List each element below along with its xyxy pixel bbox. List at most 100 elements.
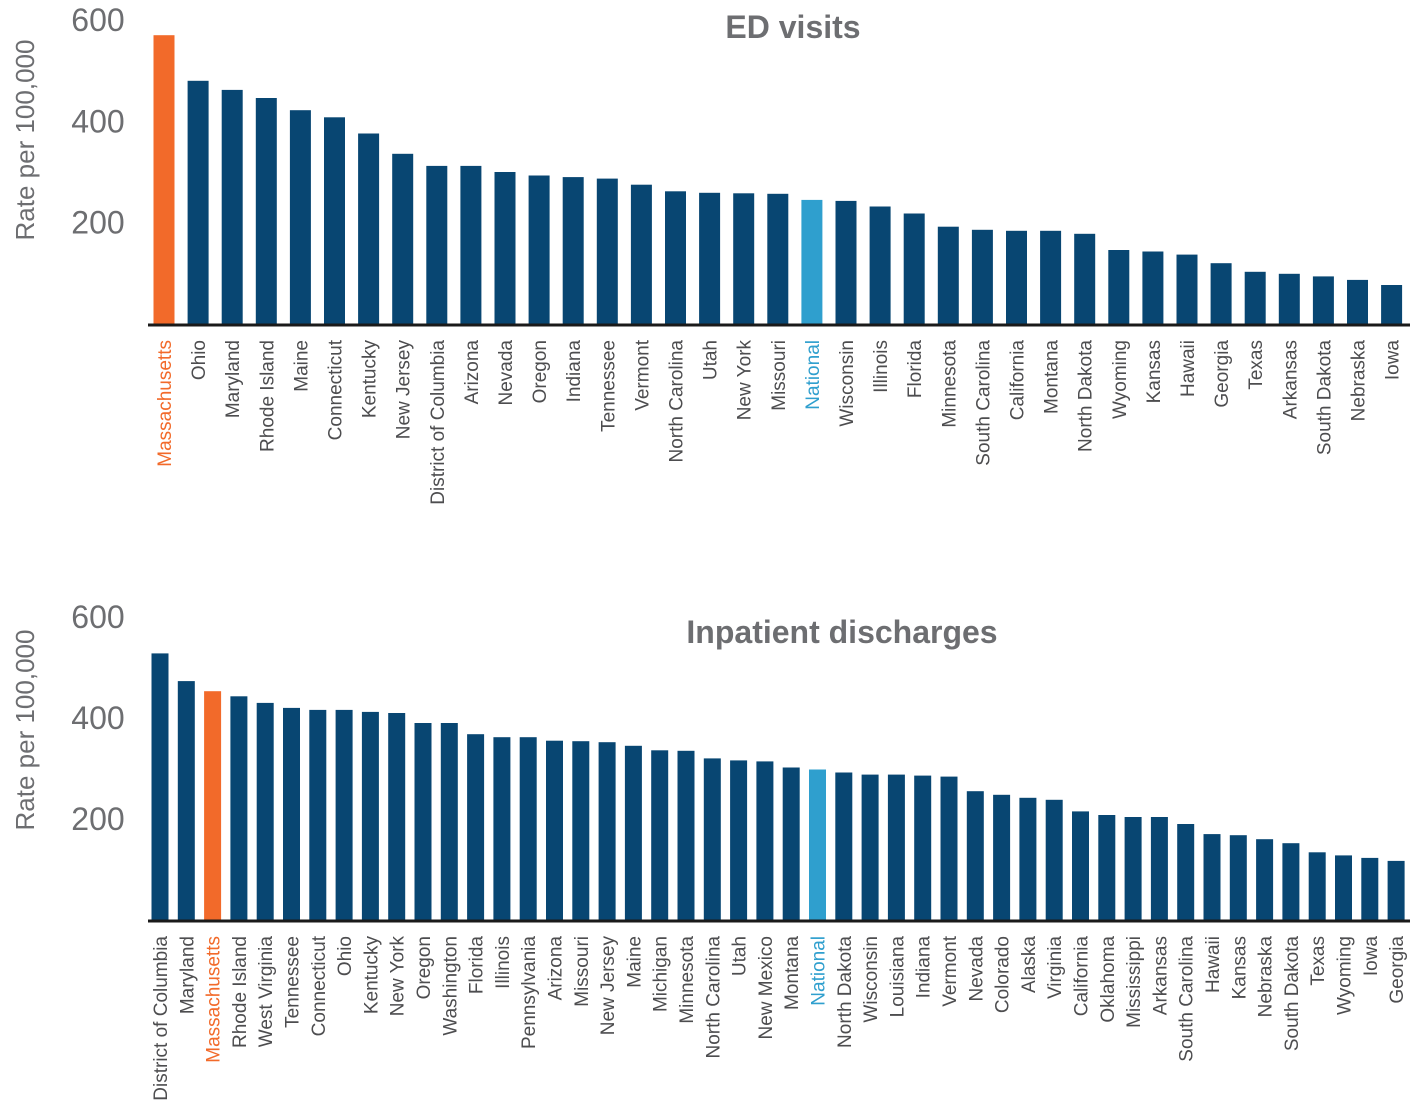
x-tick-label: Rhode Island [230,936,251,1048]
bar-kentucky [358,133,380,324]
x-tick-label: Wisconsin [861,936,882,1023]
x-tick-label: Maine [291,340,312,392]
bar-oregon [528,175,550,324]
x-tick-label: Hawaii [1178,340,1199,397]
x-tick-label: Louisiana [887,936,908,1018]
bar-kansas [1229,835,1247,920]
bar-ohio [187,80,209,324]
x-tick-label: Mississippi [1124,936,1145,1028]
x-tick-label: District of Columbia [151,936,172,1101]
x-tick-label: District of Columbia [428,340,449,505]
x-tick-label: New Mexico [756,936,777,1039]
bar-north-dakota [1074,233,1096,324]
x-tick-label: Hawaii [1203,936,1224,993]
x-tick-label: Connecticut [309,935,330,1036]
x-tick-label: Utah [730,936,751,976]
bar-west-virginia [256,702,274,921]
x-tick-label: South Dakota [1282,936,1303,1052]
x-tick-label: Colorado [993,936,1014,1013]
x-tick-label: Nevada [496,340,517,406]
bar-minnesota [937,226,959,324]
bar-washington [440,723,458,920]
bar-national [801,199,823,324]
x-tick-label: Wisconsin [837,340,858,427]
x-tick-label: National [809,936,830,1006]
bar-utah [730,760,748,920]
bar-montana [782,767,800,920]
bar-national [809,769,826,920]
x-tick-label: Massachusetts [204,936,225,1063]
x-tick-label: Florida [905,340,926,399]
x-tick-label: New York [388,936,409,1017]
x-tick-label: Georgia [1212,340,1233,408]
bar-rhode-island [230,696,248,920]
bar-illinois [869,206,891,324]
x-tick-label: Florida [467,936,488,995]
bar-south-dakota [1282,843,1300,920]
bar-south-carolina [1177,824,1195,920]
chart-1: ED visits Rate per 100,000 200 400 600 Massac… [10,2,1410,505]
bar-wisconsin [861,774,879,920]
x-tick-label: Michigan [651,936,672,1012]
bar-oregon [414,723,432,920]
x-tick-label: South Carolina [973,340,994,466]
bar-ohio [335,709,353,920]
x-tick-label: Arizona [462,340,483,405]
x-tick-label: California [1072,936,1093,1017]
y-tick-label: 200 [71,205,124,241]
bar-virginia [1045,799,1063,920]
x-tick-label: Kansas [1144,340,1165,403]
x-tick-label: Montana [782,936,803,1010]
bar-pennsylvania [519,737,537,920]
bar-alaska [1019,797,1037,920]
bar-massachusetts [204,691,222,920]
bar-kentucky [361,711,379,920]
y-axis-label: Rate per 100,000 [10,630,40,831]
x-tick-label: Iowa [1361,936,1382,977]
bar-south-carolina [971,229,993,324]
bar-vermont [630,184,652,324]
bar-georgia [1387,860,1405,920]
bar-tennessee [283,707,300,920]
bar-nevada [966,791,984,920]
bar-utah [699,192,721,324]
bar-texas [1244,271,1266,324]
bar-michigan [651,750,669,920]
y-tick-label: 200 [71,801,124,837]
bar-mississippi [1124,817,1142,920]
bar-illinois [493,737,511,920]
x-tick-label: Maine [624,936,645,988]
bar-vermont [940,776,958,920]
x-tick-label: Indiana [914,936,935,999]
bar-maine [289,110,311,324]
bar-new-jersey [598,742,616,920]
bar-new-mexico [756,761,774,920]
bar-georgia [1210,263,1232,324]
x-tick-label: Vermont [632,339,653,410]
x-tick-label: Minnesota [677,936,698,1024]
bar-tennessee [596,178,618,324]
bar-new-york [733,193,755,324]
x-tick-label: Connecticut [326,339,347,440]
x-tick-label: Minnesota [939,340,960,428]
y-tick-label: 400 [71,700,124,736]
x-tick-label: Oregon [530,340,551,403]
x-tick-label: South Carolina [1177,936,1198,1062]
x-tick-label: Wyoming [1110,340,1131,419]
x-tick-label: Utah [701,340,722,380]
x-tick-label: Illinois [871,340,892,393]
bar-massachusetts [153,35,175,324]
bar-nevada [494,172,516,324]
x-tick-label: Missouri [769,340,790,411]
x-tick-label: Vermont [940,935,961,1006]
x-tick-label: Nebraska [1349,340,1370,422]
y-axis-label: Rate per 100,000 [10,40,40,241]
x-tick-label: New Jersey [598,936,619,1036]
x-tick-label: Tennessee [598,340,619,432]
bar-florida [467,734,485,920]
bar-indiana [914,775,932,920]
x-tick-label: Kentucky [361,936,382,1015]
bar-wisconsin [835,200,857,324]
x-tick-label: Georgia [1387,936,1408,1004]
